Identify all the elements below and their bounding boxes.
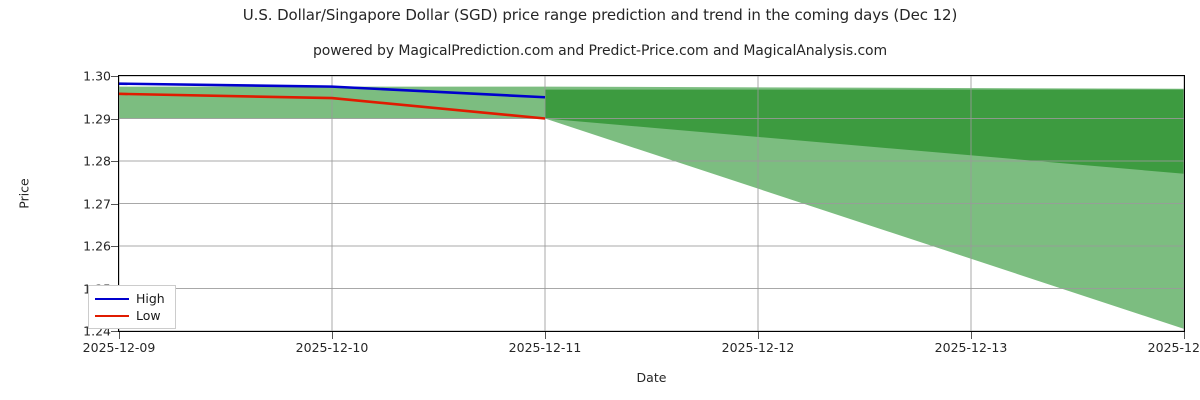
x-tick-label: 2025-12-10 — [295, 340, 369, 355]
x-axis-label: Date — [636, 370, 667, 385]
x-tick-mark — [545, 332, 546, 339]
legend-label-high: High — [136, 291, 165, 306]
x-tick-mark — [1184, 332, 1185, 339]
x-tick-label: 2025-12-11 — [508, 340, 582, 355]
legend-item-low: Low — [95, 307, 165, 324]
range-band-inner-range — [545, 89, 1184, 174]
chart-legend: High Low — [88, 285, 176, 329]
y-tick-label: 1.30 — [83, 68, 111, 84]
y-tick-label: 1.26 — [83, 238, 111, 254]
series-line-high — [119, 82, 546, 99]
y-tick-label: 1.29 — [83, 111, 111, 126]
series-line-low — [119, 92, 546, 120]
legend-swatch-low — [95, 314, 129, 317]
y-tick-mark — [111, 203, 118, 205]
plot-canvas — [119, 76, 1184, 331]
x-tick-label: 2025-12-09 — [82, 340, 156, 355]
y-tick-mark — [111, 118, 118, 120]
legend-label-low: Low — [136, 308, 161, 323]
y-tick-label: 1.27 — [83, 196, 111, 211]
x-tick-mark — [332, 332, 333, 339]
y-tick-mark — [111, 76, 118, 77]
x-tick-label: 2025-12-13 — [934, 340, 1008, 355]
page-subtitle: powered by MagicalPrediction.com and Pre… — [312, 43, 888, 59]
x-tick-mark — [758, 332, 759, 339]
y-axis-label: Price — [16, 178, 32, 209]
legend-item-high: High — [95, 290, 165, 307]
x-tick-mark — [119, 332, 120, 339]
legend-swatch-high — [95, 297, 129, 300]
y-tick-mark — [111, 161, 118, 162]
y-tick-label: 1.28 — [83, 153, 111, 169]
x-tick-label: 2025-12-12 — [721, 340, 795, 355]
x-tick-mark — [971, 332, 972, 339]
plot-area — [118, 75, 1185, 332]
y-tick-mark — [111, 331, 118, 332]
page-title: U.S. Dollar/Singapore Dollar (SGD) price… — [242, 6, 958, 24]
x-tick-label: 2025-12-14 — [1147, 340, 1200, 355]
y-tick-mark — [111, 246, 118, 247]
